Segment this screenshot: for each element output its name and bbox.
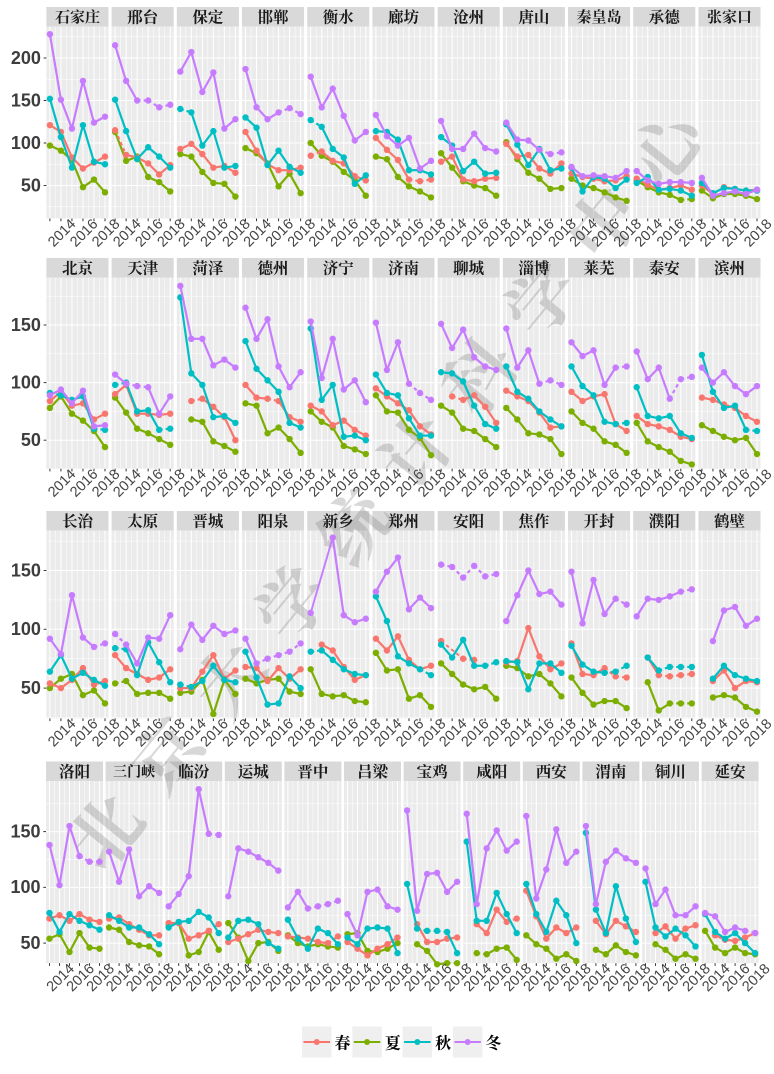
- svg-text:长治: 长治: [62, 509, 95, 531]
- svg-text:铜川: 铜川: [655, 760, 686, 782]
- svg-text:泰安: 泰安: [649, 256, 682, 278]
- svg-text:运城: 运城: [238, 760, 270, 782]
- svg-text:100: 100: [11, 372, 41, 392]
- svg-text:郑州: 郑州: [388, 509, 419, 531]
- svg-text:吕梁: 吕梁: [357, 760, 390, 782]
- svg-text:新乡: 新乡: [323, 509, 354, 531]
- svg-text:50: 50: [21, 678, 41, 698]
- svg-text:石家庄: 石家庄: [55, 6, 100, 27]
- svg-text:宝鸡: 宝鸡: [417, 760, 449, 782]
- svg-text:50: 50: [20, 933, 40, 953]
- svg-text:150: 150: [11, 560, 41, 580]
- svg-text:聊城: 聊城: [453, 256, 485, 278]
- svg-text:太原: 太原: [127, 509, 160, 531]
- svg-text:秋: 秋: [435, 1031, 451, 1054]
- svg-text:廊坊: 廊坊: [388, 5, 420, 27]
- svg-text:淄博: 淄博: [518, 256, 550, 278]
- svg-text:北京: 北京: [62, 256, 94, 278]
- svg-text:承德: 承德: [649, 5, 682, 27]
- svg-text:鹤壁: 鹤壁: [714, 509, 746, 531]
- svg-text:150: 150: [11, 315, 41, 335]
- svg-text:天津: 天津: [127, 256, 159, 278]
- svg-text:100: 100: [10, 877, 40, 897]
- svg-text:150: 150: [10, 821, 40, 841]
- svg-text:洛阳: 洛阳: [59, 760, 90, 782]
- svg-text:150: 150: [11, 90, 41, 110]
- svg-text:延安: 延安: [715, 760, 748, 782]
- svg-text:冬: 冬: [485, 1031, 501, 1054]
- svg-text:德州: 德州: [258, 256, 289, 278]
- svg-text:沧州: 沧州: [453, 5, 484, 27]
- svg-text:春: 春: [335, 1031, 351, 1054]
- svg-text:济宁: 济宁: [323, 256, 355, 278]
- svg-text:秦皇岛: 秦皇岛: [577, 6, 622, 27]
- svg-text:滨州: 滨州: [714, 256, 745, 278]
- svg-text:100: 100: [11, 133, 41, 153]
- svg-text:保定: 保定: [192, 5, 224, 27]
- svg-text:咸阳: 咸阳: [476, 760, 507, 782]
- svg-text:开封: 开封: [584, 509, 616, 531]
- svg-text:临汾: 临汾: [178, 760, 210, 782]
- svg-text:夏: 夏: [385, 1031, 401, 1054]
- svg-text:济南: 济南: [388, 256, 419, 278]
- svg-text:100: 100: [11, 619, 41, 639]
- svg-text:唐山: 唐山: [518, 5, 549, 27]
- svg-text:濮阳: 濮阳: [649, 509, 680, 531]
- svg-text:渭南: 渭南: [595, 760, 626, 782]
- svg-text:晋城: 晋城: [192, 509, 224, 531]
- svg-text:50: 50: [21, 175, 41, 195]
- svg-text:邯郸: 邯郸: [258, 5, 290, 27]
- svg-text:菏泽: 菏泽: [192, 256, 224, 278]
- svg-text:200: 200: [11, 48, 41, 68]
- svg-text:焦作: 焦作: [518, 509, 550, 531]
- svg-text:三门峡: 三门峡: [113, 761, 155, 781]
- svg-text:晋中: 晋中: [297, 760, 328, 782]
- svg-text:阳泉: 阳泉: [258, 509, 290, 531]
- svg-text:莱芜: 莱芜: [584, 256, 615, 278]
- svg-text:50: 50: [21, 430, 41, 450]
- svg-text:张家口: 张家口: [707, 6, 752, 27]
- svg-text:邢台: 邢台: [127, 5, 159, 27]
- svg-text:西安: 西安: [536, 760, 569, 782]
- svg-text:安阳: 安阳: [453, 509, 484, 531]
- svg-text:衡水: 衡水: [323, 5, 355, 27]
